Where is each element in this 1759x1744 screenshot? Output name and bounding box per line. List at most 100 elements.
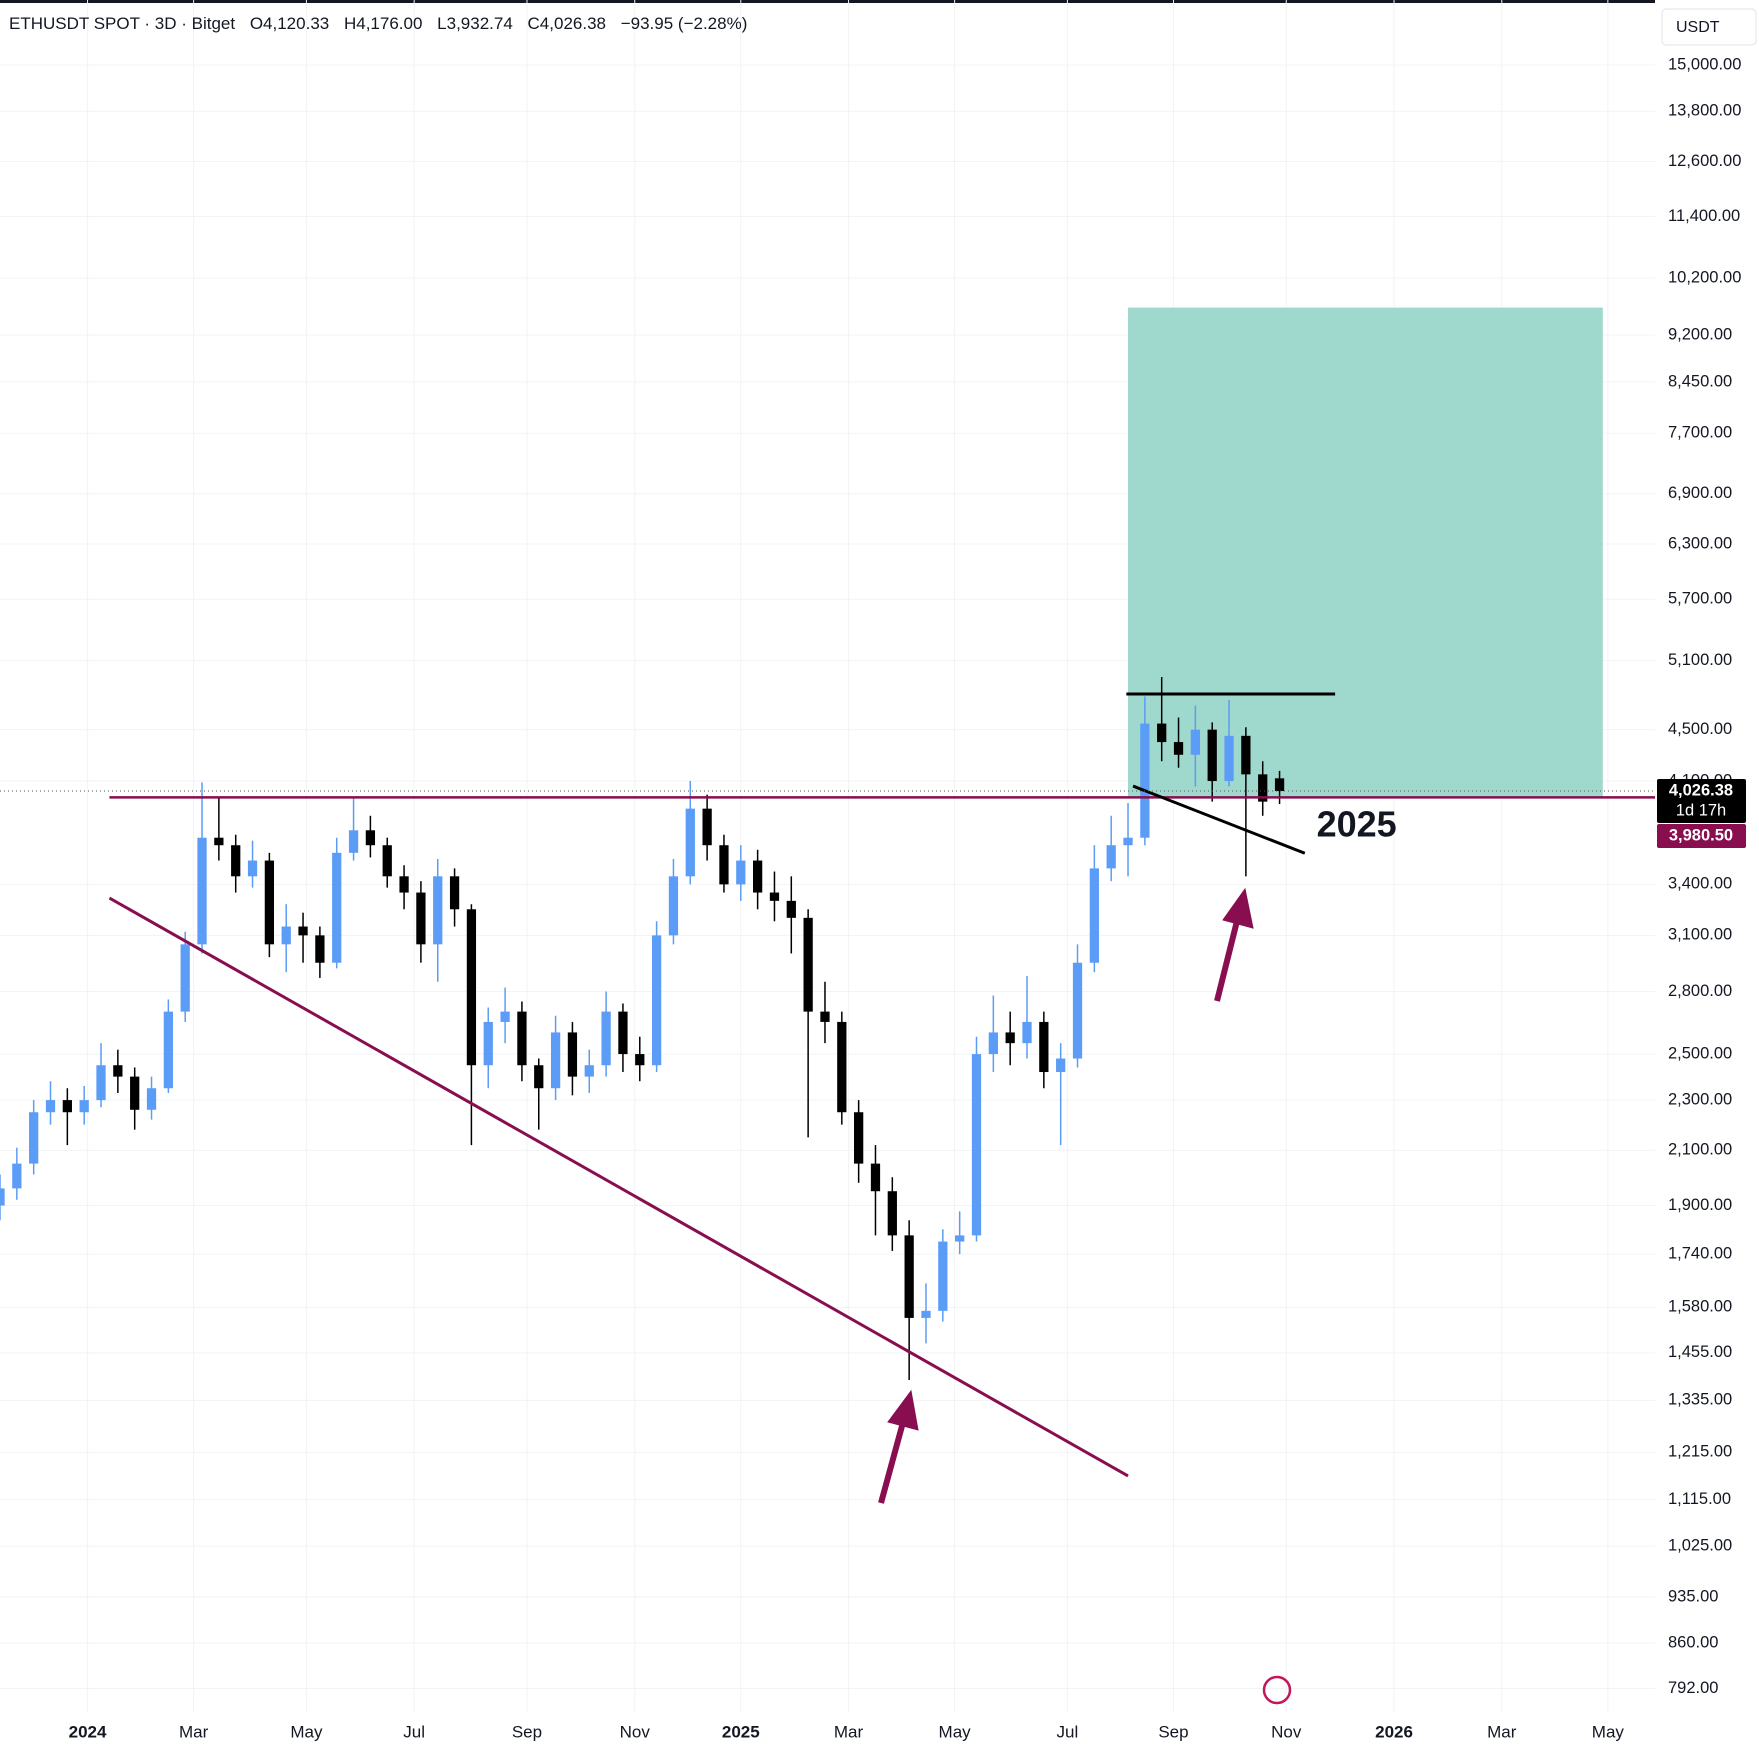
annotation: 2025 (1317, 804, 1397, 845)
candle-body (1072, 962, 1083, 1059)
candle-body (786, 900, 796, 918)
candle-body (955, 1235, 965, 1242)
candle-body (433, 876, 443, 945)
candle-body (382, 845, 392, 877)
candle-body (146, 1088, 157, 1110)
x-tick-label: May (1592, 1722, 1625, 1741)
x-tick-label: Nov (620, 1722, 651, 1741)
candle-body (298, 926, 308, 936)
x-tick-label: Nov (1271, 1722, 1302, 1741)
candle-body (12, 1163, 22, 1189)
candle-body (1258, 774, 1268, 802)
candle-body (163, 1011, 173, 1089)
y-tick-label: 1,215.00 (1668, 1443, 1732, 1461)
candle-body (399, 876, 409, 893)
x-tick-label: 2026 (1375, 1722, 1413, 1741)
y-tick-label: 1,900.00 (1668, 1196, 1732, 1214)
x-tick-label: Mar (1487, 1722, 1517, 1741)
arrows (878, 887, 1254, 1504)
y-tick-label: 9,200.00 (1668, 325, 1732, 343)
trendline (1132, 784, 1306, 855)
y-tick-label: 5,700.00 (1668, 590, 1732, 608)
x-tick-label: 2024 (69, 1722, 107, 1741)
candle-body (803, 917, 813, 1012)
candle-body (854, 1112, 864, 1164)
trendline (108, 896, 1129, 1478)
candle-body (365, 830, 376, 846)
candle-body (1056, 1058, 1066, 1073)
arrow-shaft (878, 1414, 908, 1504)
y-tick-label: 1,455.00 (1668, 1343, 1732, 1361)
candle-body (332, 852, 342, 963)
y-tick-label: 2,100.00 (1668, 1141, 1732, 1159)
ohlc-high: H4,176.00 (343, 14, 423, 33)
level-label: 3,980.50 (1669, 826, 1733, 844)
currency: USDT (1676, 19, 1720, 36)
candle-body (1039, 1021, 1049, 1073)
candles (0, 677, 1285, 1381)
candle-body (1005, 1032, 1015, 1044)
x-tick-label: May (939, 1722, 972, 1741)
candle-body (702, 808, 712, 846)
candle-body (197, 837, 207, 945)
candle-body (483, 1021, 493, 1066)
y-tick-label: 792.00 (1668, 1679, 1718, 1697)
candle-body (938, 1241, 948, 1311)
target-zone (1128, 307, 1603, 798)
candle-body (1157, 723, 1167, 743)
arrow-shaft (1214, 912, 1242, 1002)
y-tick-label: 10,200.00 (1668, 268, 1741, 286)
x-tick-label: Jul (403, 1722, 425, 1741)
candle-body (113, 1065, 123, 1077)
candle-body (500, 1011, 510, 1022)
symbol: ETHUSDT SPOT · 3D · Bitget (9, 14, 236, 33)
candle-body (1140, 723, 1150, 838)
candle-body (971, 1054, 982, 1236)
x-tick-label: Mar (834, 1722, 864, 1741)
y-tick-label: 1,025.00 (1668, 1537, 1732, 1555)
arrow-head (887, 1389, 919, 1431)
candle-body (601, 1011, 611, 1066)
arrow-head (1222, 887, 1254, 929)
y-tick-label: 935.00 (1668, 1587, 1718, 1605)
y-tick-label: 13,800.00 (1668, 102, 1741, 120)
x-tick-label: May (290, 1722, 323, 1741)
ohlc-open: O4,120.33 (249, 14, 330, 33)
y-tick-label: 7,700.00 (1668, 424, 1732, 442)
drawings (1128, 307, 1603, 798)
axes: 15,000.00 13,800.00 12,600.00 11,400.00 10,2… (69, 0, 1759, 1744)
x-tick-label: Jul (1057, 1722, 1079, 1741)
price-axis-bg (1655, 0, 1759, 1744)
candle-body (769, 892, 780, 901)
level-box (1657, 824, 1746, 849)
candle-body (79, 1100, 89, 1113)
candle-body (1274, 778, 1285, 792)
candle-body (180, 944, 190, 1012)
icon[interactable] (1262, 1675, 1292, 1705)
grid (0, 0, 1655, 1712)
overlays: 2025 (0, 692, 1655, 1478)
top-border (0, 0, 1759, 3)
candle-body (820, 1011, 830, 1022)
candle-body (281, 926, 291, 945)
candle-body (29, 1112, 39, 1164)
currency-box[interactable] (1661, 8, 1757, 46)
candle-body (752, 860, 763, 893)
candle-body (264, 860, 275, 945)
y-tick-label: 4,500.00 (1668, 720, 1732, 738)
candle-body (449, 876, 460, 910)
candle-body (1224, 735, 1234, 782)
y-tick-label: 8,450.00 (1668, 372, 1732, 390)
y-tick-label: 1,115.00 (1668, 1490, 1731, 1508)
x-tick-label: Sep (512, 1722, 542, 1741)
y-tick-label: 12,600.00 (1668, 152, 1741, 170)
y-tick-label: 1,740.00 (1668, 1244, 1732, 1262)
candle-body (904, 1235, 914, 1318)
y-tick-label: 860.00 (1668, 1633, 1718, 1651)
candle-body (247, 860, 258, 877)
candle-body (517, 1011, 527, 1066)
candle-body (685, 808, 695, 877)
candle-body (1207, 729, 1217, 782)
candle-body (1123, 837, 1133, 846)
y-tick-label: 5,100.00 (1668, 651, 1732, 669)
